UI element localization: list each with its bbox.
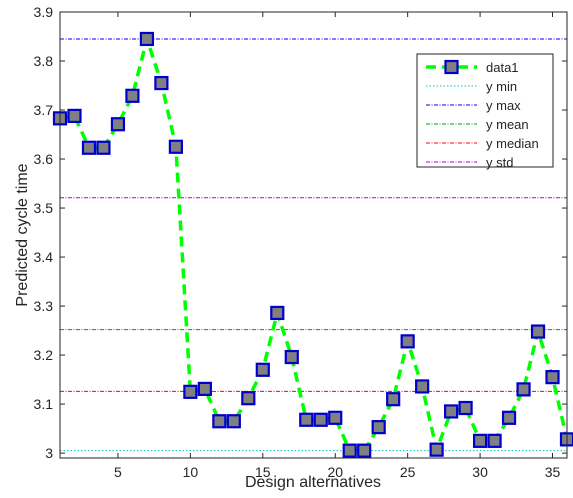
y-tick-label: 3.4 xyxy=(34,249,54,265)
data-point xyxy=(241,391,256,406)
y-tick-label: 3 xyxy=(45,445,53,461)
data-point xyxy=(255,362,270,377)
x-tick-label: 20 xyxy=(327,464,343,480)
legend-label-y-max: y max xyxy=(486,98,521,113)
data-point xyxy=(516,382,531,397)
plot-frame xyxy=(59,11,568,459)
y-tick-label: 3.5 xyxy=(34,200,54,216)
legend-label-data1: data1 xyxy=(486,60,519,75)
legend-label-y-std: y std xyxy=(486,155,513,170)
y-tick-label: 3.3 xyxy=(34,298,54,314)
data-point xyxy=(530,324,546,339)
x-tick-label: 25 xyxy=(400,464,416,480)
data-point xyxy=(342,443,357,458)
data-point xyxy=(284,349,299,365)
x-ticks: 5 10 15 20 25 30 35 xyxy=(114,12,561,480)
data-point xyxy=(429,442,444,457)
data-point xyxy=(226,414,241,429)
data-point xyxy=(154,75,169,91)
legend: data1 y min y max y mean y median y std xyxy=(416,53,554,170)
data-point xyxy=(501,410,517,425)
data-point xyxy=(545,370,560,385)
legend-label-y-min: y min xyxy=(486,79,517,94)
data-point xyxy=(386,392,401,407)
data-point xyxy=(125,88,140,103)
y-tick-label: 3.7 xyxy=(34,102,54,118)
data-point xyxy=(270,305,285,321)
y-tick-label: 3.2 xyxy=(34,347,54,363)
data-point xyxy=(96,140,111,155)
y-ticks: 3 3.1 3.2 3.3 3.4 3.5 3.6 3.7 3.8 3.9 xyxy=(34,4,567,461)
legend-label-y-mean: y mean xyxy=(486,117,529,132)
y-tick-label: 3.1 xyxy=(34,396,54,412)
reference-lines xyxy=(60,38,567,452)
data-point xyxy=(110,117,126,132)
data-point xyxy=(81,140,97,155)
x-tick-label: 15 xyxy=(255,464,271,480)
data-point xyxy=(328,410,343,425)
data-point xyxy=(444,404,459,419)
data-point xyxy=(168,139,183,154)
data-point xyxy=(67,108,82,124)
legend-marker-data1 xyxy=(444,59,459,75)
x-tick-label: 10 xyxy=(183,464,199,480)
data-point xyxy=(197,381,212,396)
data-point xyxy=(415,379,430,394)
data-point xyxy=(357,443,372,458)
data-point xyxy=(487,433,502,448)
x-tick-label: 35 xyxy=(545,464,561,480)
axes xyxy=(59,11,568,459)
legend-label-y-median: y median xyxy=(486,136,539,151)
data-point xyxy=(458,400,473,416)
data-point xyxy=(472,433,488,448)
data-point xyxy=(400,334,415,349)
data-point xyxy=(299,412,314,427)
data-point xyxy=(371,420,386,435)
legend-box xyxy=(416,53,554,168)
x-axis-label: Design alternatives xyxy=(245,474,381,491)
y-axis-label: Predicted cycle time xyxy=(14,163,31,306)
series-layer xyxy=(52,31,573,458)
y-tick-label: 3.6 xyxy=(34,151,54,167)
x-tick-label: 30 xyxy=(472,464,488,480)
data-point xyxy=(212,414,227,429)
y-tick-label: 3.8 xyxy=(34,53,54,69)
data-point xyxy=(183,384,198,399)
data-point xyxy=(139,31,155,47)
x-tick-label: 5 xyxy=(114,464,122,480)
y-tick-label: 3.9 xyxy=(34,4,54,20)
data-point xyxy=(313,412,328,427)
